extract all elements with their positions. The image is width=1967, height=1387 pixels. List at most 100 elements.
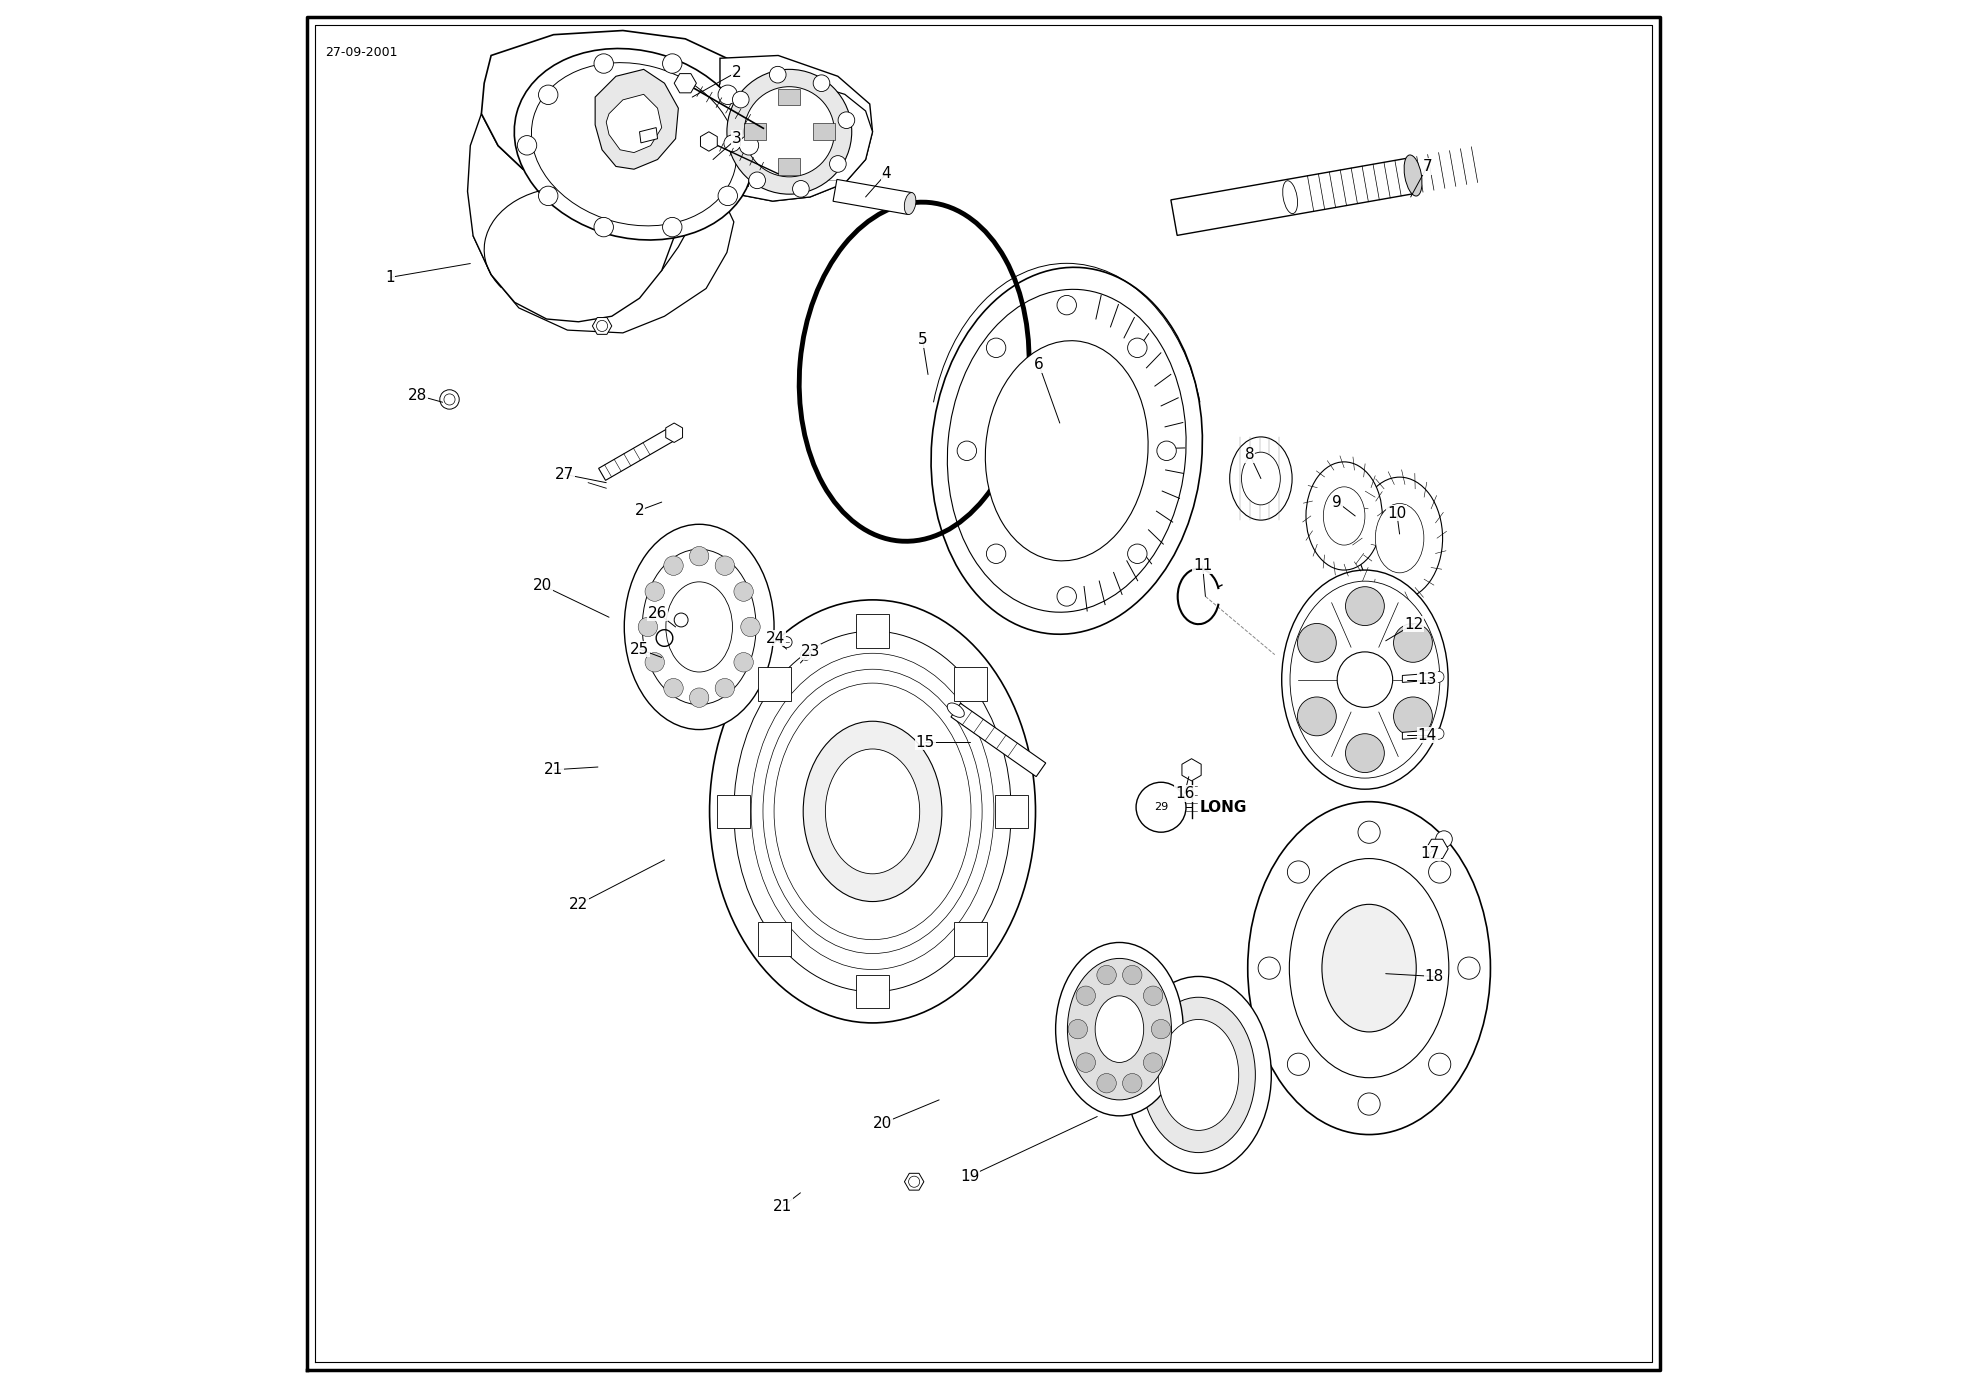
Circle shape [781, 637, 793, 648]
Circle shape [1298, 624, 1336, 663]
Circle shape [1127, 544, 1147, 563]
Text: 2: 2 [732, 65, 742, 79]
Circle shape [1056, 295, 1076, 315]
Ellipse shape [1096, 996, 1143, 1062]
Text: 1: 1 [386, 270, 395, 284]
Ellipse shape [710, 601, 1035, 1024]
Polygon shape [834, 179, 913, 215]
Ellipse shape [1375, 503, 1424, 573]
Polygon shape [954, 667, 987, 700]
Circle shape [663, 556, 683, 576]
Circle shape [1436, 831, 1452, 847]
Text: 22: 22 [568, 897, 588, 911]
Circle shape [1076, 1053, 1096, 1072]
Text: 17: 17 [1420, 846, 1440, 860]
Ellipse shape [744, 86, 834, 178]
Circle shape [1143, 986, 1162, 1006]
Polygon shape [744, 123, 765, 140]
Text: 29: 29 [1155, 802, 1168, 813]
Circle shape [594, 54, 614, 74]
Polygon shape [757, 667, 791, 700]
Text: 11: 11 [1194, 559, 1212, 573]
Ellipse shape [1282, 570, 1448, 789]
Polygon shape [954, 922, 987, 956]
Ellipse shape [1322, 904, 1416, 1032]
Ellipse shape [624, 524, 775, 730]
Circle shape [734, 583, 753, 602]
Text: 23: 23 [801, 645, 820, 659]
Polygon shape [856, 975, 889, 1008]
Polygon shape [675, 90, 873, 201]
Ellipse shape [1241, 452, 1281, 505]
Circle shape [663, 678, 683, 698]
Ellipse shape [948, 703, 964, 717]
Circle shape [1076, 986, 1096, 1006]
Circle shape [675, 613, 688, 627]
Circle shape [716, 678, 734, 698]
Ellipse shape [1404, 155, 1422, 196]
Polygon shape [995, 795, 1029, 828]
Polygon shape [665, 423, 683, 442]
Circle shape [594, 218, 614, 237]
Polygon shape [757, 922, 791, 956]
Circle shape [1286, 1053, 1310, 1075]
Polygon shape [482, 31, 759, 191]
Circle shape [1127, 338, 1147, 358]
Text: 21: 21 [773, 1200, 793, 1214]
Text: 15: 15 [915, 735, 934, 749]
Circle shape [539, 85, 559, 104]
Circle shape [441, 390, 458, 409]
Ellipse shape [1056, 943, 1184, 1115]
Polygon shape [700, 132, 718, 151]
Polygon shape [1182, 759, 1202, 781]
Circle shape [1151, 1019, 1170, 1039]
Ellipse shape [643, 549, 755, 705]
Text: 9: 9 [1332, 495, 1341, 509]
Circle shape [690, 546, 708, 566]
Text: 18: 18 [1424, 970, 1444, 983]
Circle shape [793, 180, 808, 197]
Ellipse shape [1282, 180, 1298, 214]
Polygon shape [639, 128, 657, 143]
Ellipse shape [1141, 997, 1255, 1153]
Circle shape [596, 320, 608, 331]
Polygon shape [596, 69, 679, 169]
Text: 7: 7 [1422, 160, 1432, 173]
Polygon shape [474, 178, 734, 333]
Ellipse shape [751, 653, 993, 970]
Ellipse shape [803, 721, 942, 902]
Circle shape [1428, 1053, 1452, 1075]
Circle shape [1068, 1019, 1088, 1039]
Text: 6: 6 [1035, 358, 1044, 372]
Circle shape [637, 617, 657, 637]
Ellipse shape [1288, 859, 1450, 1078]
Ellipse shape [1357, 477, 1442, 599]
Circle shape [690, 688, 708, 707]
Ellipse shape [1125, 976, 1271, 1173]
Text: 14: 14 [1418, 728, 1438, 742]
Polygon shape [606, 94, 661, 153]
Circle shape [1098, 965, 1117, 985]
Ellipse shape [1159, 1019, 1239, 1130]
Polygon shape [706, 55, 873, 201]
Polygon shape [718, 795, 751, 828]
Text: 25: 25 [629, 642, 649, 656]
Ellipse shape [1229, 437, 1292, 520]
Circle shape [645, 653, 665, 671]
Text: 5: 5 [919, 333, 926, 347]
Polygon shape [905, 1173, 924, 1190]
Circle shape [539, 186, 559, 205]
Text: 28: 28 [407, 388, 427, 402]
Polygon shape [598, 427, 677, 480]
Circle shape [1098, 1074, 1117, 1093]
Polygon shape [950, 703, 1046, 777]
Circle shape [1123, 1074, 1143, 1093]
Circle shape [985, 338, 1005, 358]
Text: 20: 20 [873, 1117, 891, 1130]
Circle shape [1143, 1053, 1162, 1072]
Ellipse shape [826, 749, 921, 874]
Polygon shape [856, 614, 889, 648]
Circle shape [830, 155, 846, 172]
Ellipse shape [1068, 958, 1172, 1100]
Circle shape [1357, 821, 1381, 843]
